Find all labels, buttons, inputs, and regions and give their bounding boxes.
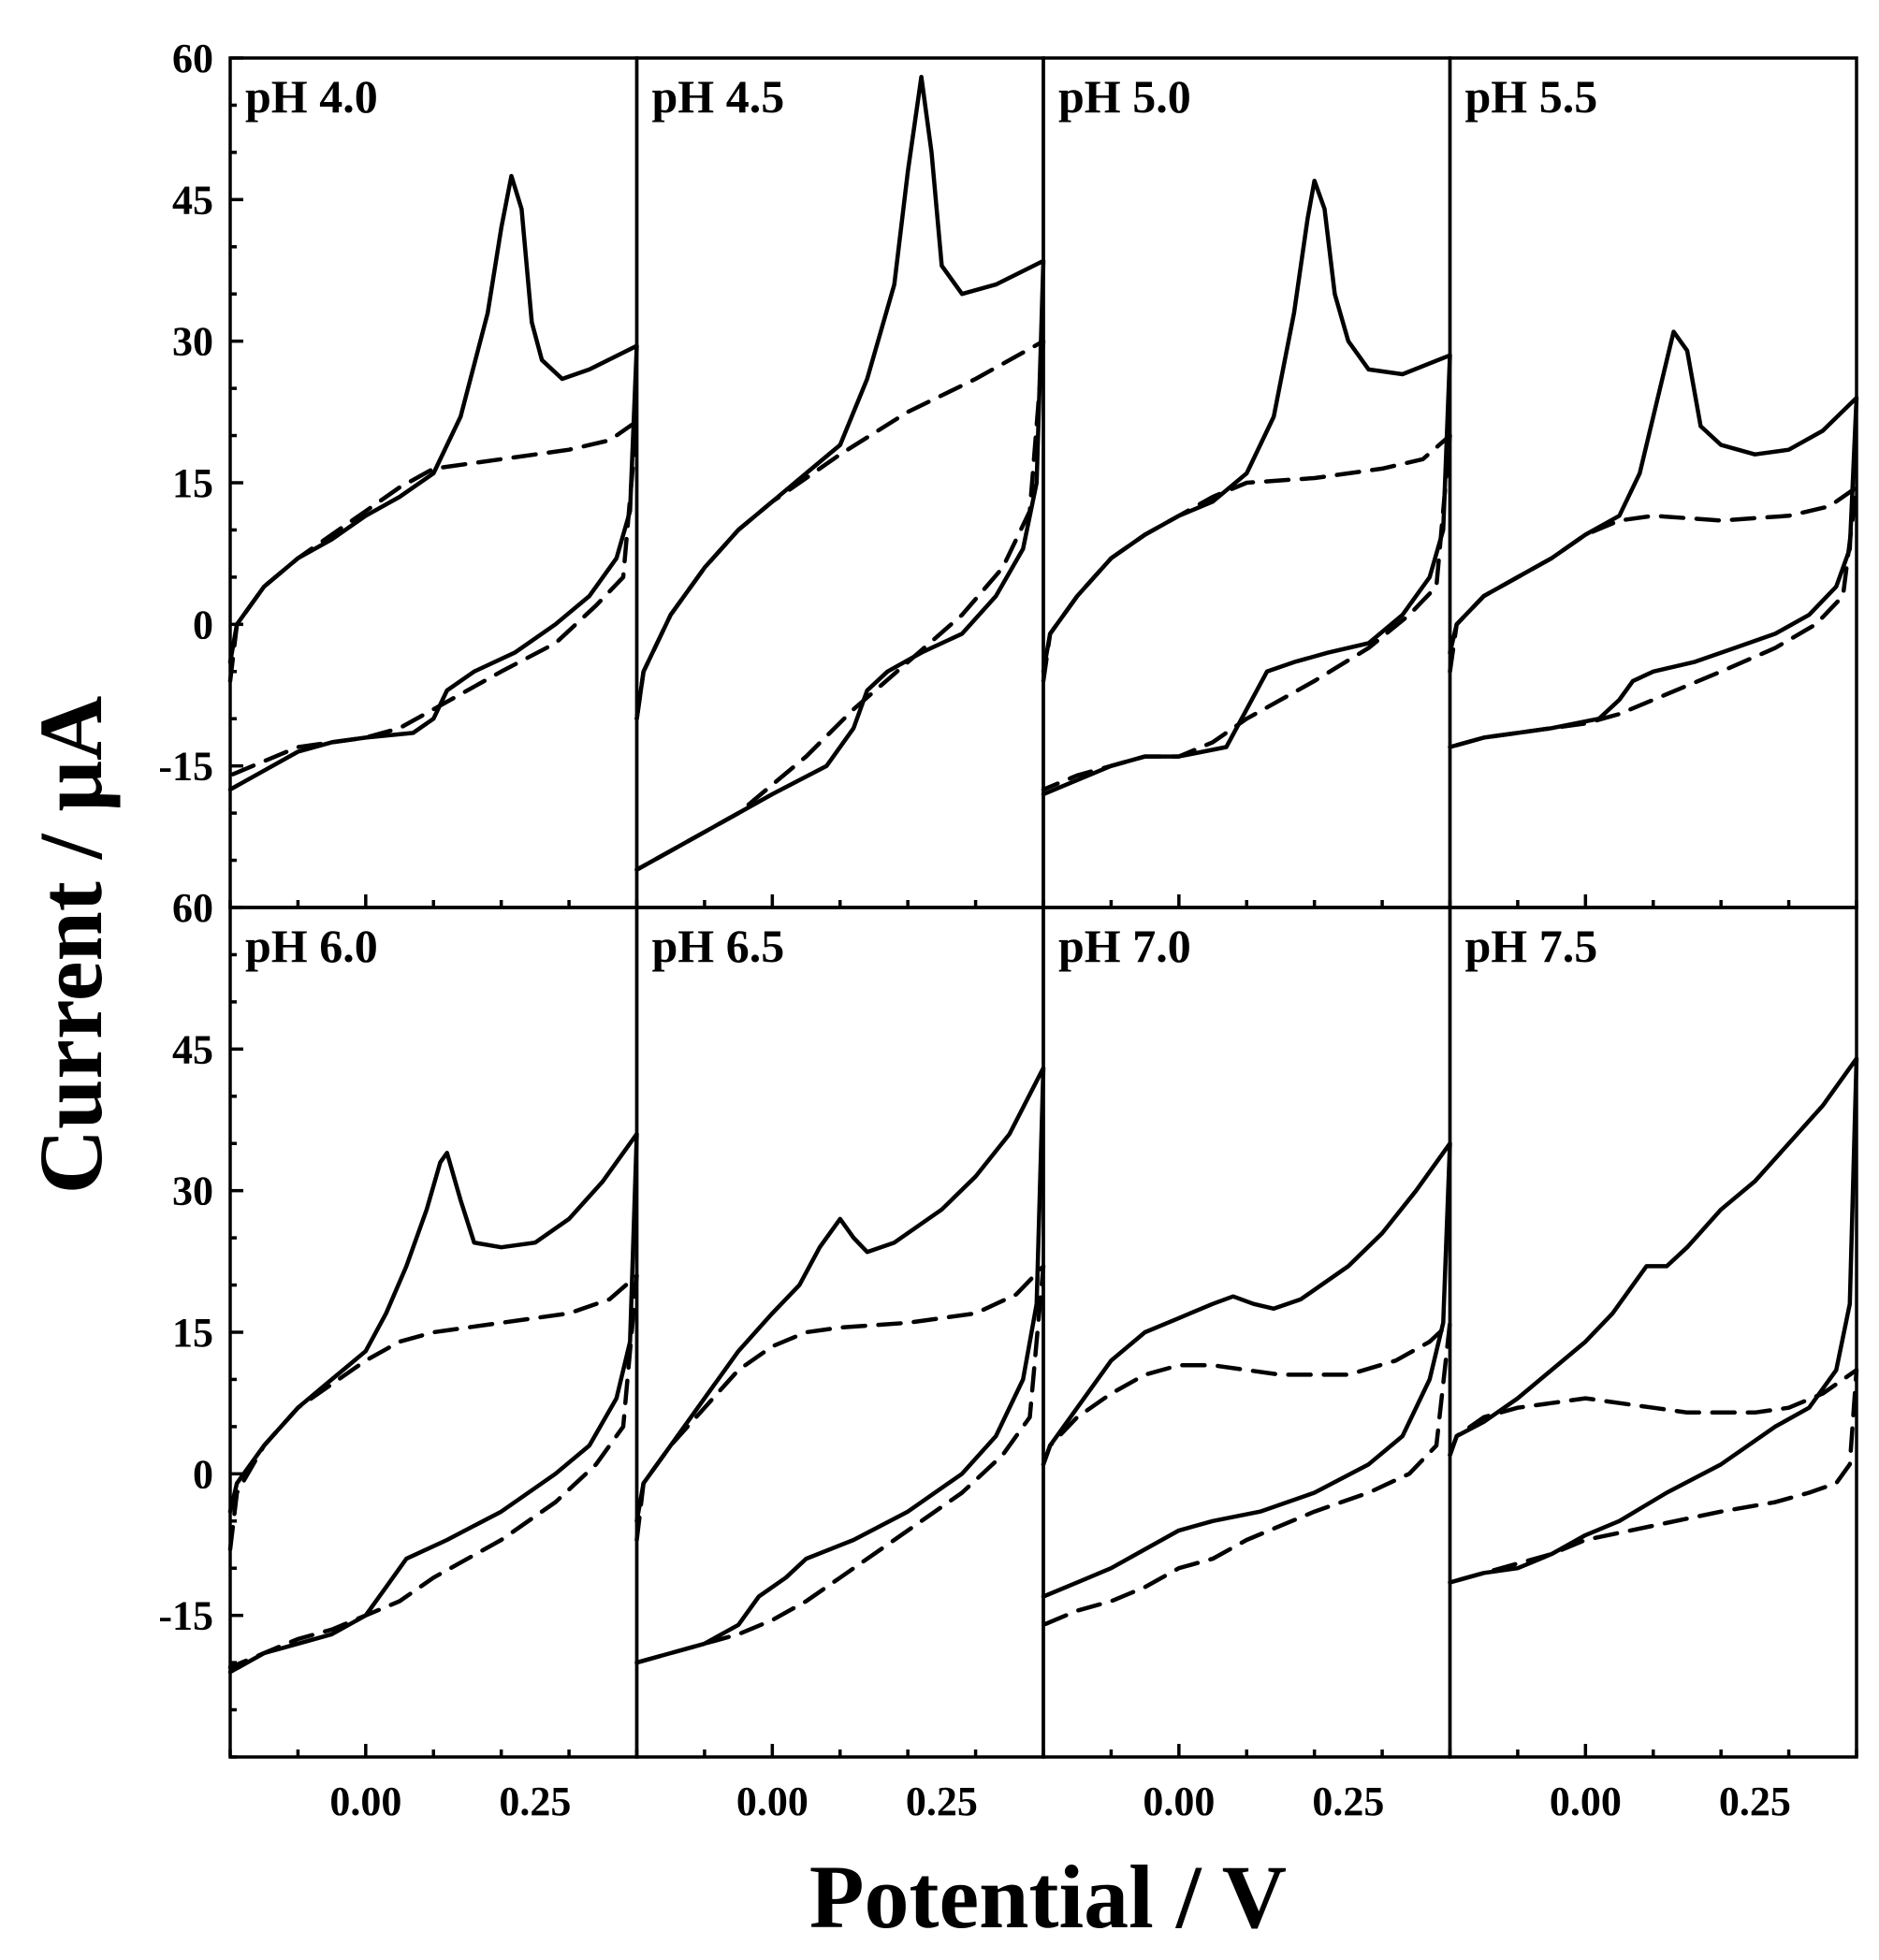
- y-axis-title: Current / μA: [21, 696, 121, 1195]
- panel-5: pH 6.0: [227, 906, 639, 1759]
- panel-6-solid-curve: [634, 1066, 1046, 1665]
- y-tick-label: 0: [193, 1451, 213, 1497]
- panel-label: pH 6.0: [245, 920, 378, 972]
- panel-frame: [634, 56, 1045, 909]
- panel-4-dashed-curve: [1448, 485, 1859, 749]
- panel-5-dashed-curve: [227, 1273, 639, 1670]
- panel-label: pH 4.0: [245, 70, 378, 123]
- x-tick-label: 0.00: [329, 1779, 401, 1824]
- panel-4-solid-curve: [1448, 329, 1859, 749]
- panel-2-solid-curve: [634, 74, 1046, 872]
- y-tick-label: 45: [172, 177, 213, 223]
- x-tick-label: 0.00: [1550, 1779, 1622, 1824]
- panel-label: pH 7.0: [1058, 920, 1191, 972]
- x-tick-label: 0.00: [736, 1779, 808, 1824]
- panel-1-solid-curve: [227, 173, 639, 792]
- y-tick-label: -15: [158, 744, 213, 790]
- y-tick-label: 60: [172, 36, 213, 81]
- panel-frame: [634, 906, 1045, 1759]
- panel-7-solid-curve: [1041, 1140, 1452, 1599]
- x-tick-label: 0.25: [906, 1779, 978, 1824]
- y-tick-label: 45: [172, 1026, 213, 1072]
- panel-frame: [1041, 906, 1452, 1759]
- panel-frame: [1448, 906, 1858, 1759]
- x-tick-label: 0.25: [1312, 1779, 1384, 1824]
- panel-8: pH 7.5: [1448, 906, 1859, 1759]
- y-tick-label: 30: [172, 319, 213, 365]
- panel-3-solid-curve: [1041, 178, 1452, 797]
- panel-frame: [228, 56, 639, 909]
- x-tick-label: 0.00: [1143, 1779, 1215, 1824]
- panel-label: pH 7.5: [1465, 920, 1598, 972]
- panel-label: pH 6.5: [652, 920, 785, 972]
- panel-1: pH 4.0: [227, 56, 639, 909]
- panel-4: pH 5.5: [1448, 56, 1859, 909]
- panel-frame: [1448, 56, 1858, 909]
- panel-label: pH 4.5: [652, 70, 785, 123]
- y-tick-label: 0: [193, 602, 213, 647]
- y-tick-label: -15: [158, 1593, 213, 1639]
- panel-5-solid-curve: [227, 1131, 639, 1675]
- x-tick-labels: 0.00 0.25 0.00 0.25 0.00 0.25 0.00 0.25: [329, 1779, 1791, 1824]
- panel-2-dashed-curve: [634, 339, 1046, 872]
- y-tick-label: 15: [172, 1310, 213, 1356]
- x-tick-label: 0.25: [499, 1779, 571, 1824]
- panel-label: pH 5.0: [1058, 70, 1191, 123]
- x-axis-title: Potential / V: [809, 1847, 1287, 1947]
- panel-3: pH 5.0: [1041, 56, 1452, 909]
- panel-8-dashed-curve: [1448, 1368, 1859, 1585]
- panel-3-dashed-curve: [1041, 433, 1452, 792]
- panels-layer: pH 4.0 pH 4.5 pH 5.0 pH 5.5 pH 6.0 pH 6.5 pH 7…: [227, 56, 1859, 1759]
- y-tick-label: 30: [172, 1169, 213, 1214]
- panel-6: pH 6.5: [634, 906, 1046, 1759]
- y-tick-label: 15: [172, 460, 213, 506]
- x-tick-label: 0.25: [1719, 1779, 1791, 1824]
- panel-8-solid-curve: [1448, 1056, 1859, 1585]
- panel-7-dashed-curve: [1041, 1320, 1452, 1628]
- panel-6-dashed-curve: [634, 1264, 1046, 1665]
- y-tick-label: 60: [172, 885, 213, 931]
- panel-label: pH 5.5: [1465, 70, 1598, 123]
- panel-7: pH 7.0: [1041, 906, 1452, 1759]
- y-tick-labels: 60 45 30 15 0 -15 60 45 30 15 0 -15: [158, 36, 243, 1759]
- panel-2: pH 4.5: [634, 56, 1046, 909]
